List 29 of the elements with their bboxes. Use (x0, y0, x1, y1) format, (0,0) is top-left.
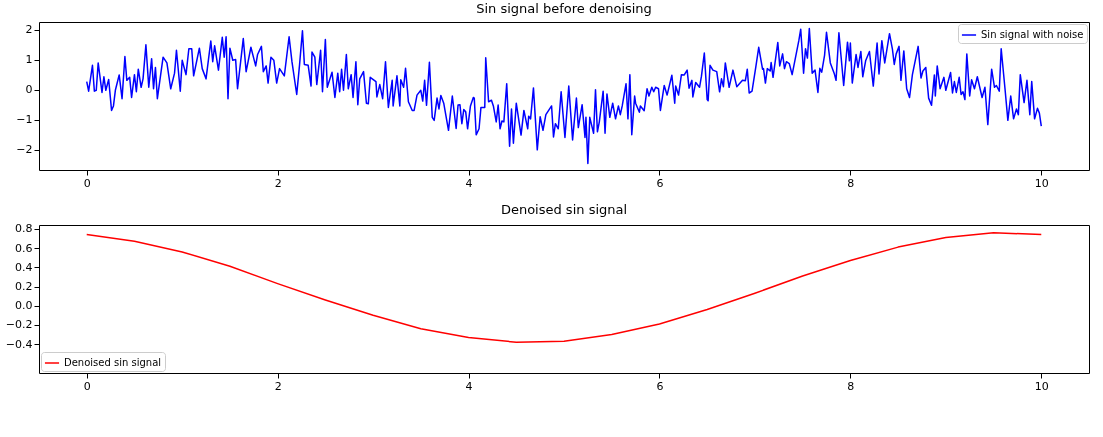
line-series (85, 231, 1043, 343)
y-tick-label: 2 (25, 23, 33, 37)
y-tick-label: 0.0 (15, 299, 33, 313)
y-tick-label: −1 (16, 113, 33, 127)
x-tick-label: 10 (1034, 176, 1049, 190)
x-tick-label: 8 (847, 379, 855, 393)
y-tick-label: −0.2 (5, 318, 33, 332)
x-tick-label: 8 (847, 176, 855, 190)
y-tick-label: 0 (25, 83, 33, 97)
y-tick-label: −0.4 (5, 337, 33, 351)
x-tick-label: 0 (83, 176, 91, 190)
y-tick-label: 0.6 (15, 241, 33, 255)
legend-label: Denoised sin signal (64, 357, 162, 368)
x-tick-label: 4 (465, 379, 473, 393)
y-tick-label: 0.4 (15, 260, 33, 274)
x-tick-label: 4 (465, 176, 473, 190)
x-tick-label: 6 (656, 379, 664, 393)
x-tick-label: 2 (274, 176, 282, 190)
chart-title: Sin signal before denoising (476, 1, 652, 16)
y-tick-label: −2 (16, 143, 33, 157)
x-tick-label: 0 (83, 379, 91, 393)
y-tick-label: 0.2 (15, 280, 33, 294)
y-tick-label: 0.8 (15, 222, 33, 236)
chart-title: Denoised sin signal (500, 201, 628, 217)
x-tick-label: 2 (274, 379, 282, 393)
x-tick-label: 10 (1034, 379, 1049, 393)
y-tick-label: 1 (25, 53, 33, 67)
legend-label: Sin signal with noise (981, 29, 1084, 40)
x-tick-label: 6 (656, 176, 664, 190)
